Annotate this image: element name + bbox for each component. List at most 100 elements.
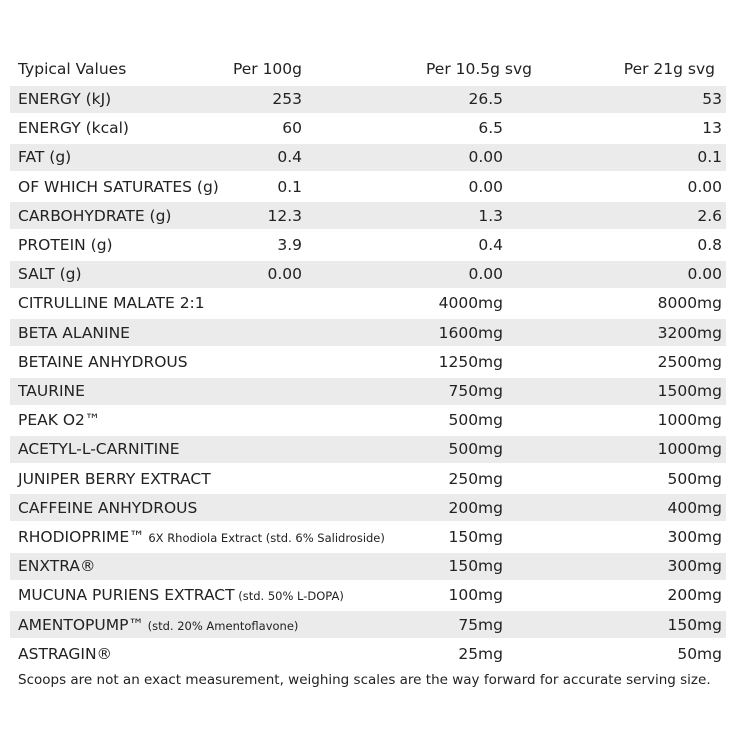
row-label: ENERGY (kcal) — [18, 118, 129, 138]
header-cell: Per 21g svg — [623, 60, 715, 78]
label-text: PEAK O2™ — [18, 411, 101, 430]
label-note: 6X Rhodiola Extract (std. 6% Salidroside… — [144, 531, 385, 545]
label-note: (std. 50% L-DOPA) — [234, 589, 344, 604]
per-100g: 253 — [272, 90, 302, 108]
per-serving: 500mg — [448, 411, 503, 430]
row-band — [10, 202, 726, 230]
row-band — [10, 377, 726, 405]
per-serving: 0.00 — [468, 265, 503, 284]
label-text: JUNIPER BERRY EXTRACT — [18, 469, 211, 488]
label-text: ACETYL-L-CARNITINE — [18, 440, 180, 459]
label-text: SALT (g) — [18, 265, 82, 284]
row-label: TAURINE — [18, 381, 85, 401]
per-double: 13 — [702, 119, 722, 138]
per-double: 8000mg — [657, 294, 722, 313]
per-100g: 60 — [282, 119, 302, 138]
label-text: MUCUNA PURIENS EXTRACT — [18, 586, 235, 605]
row-band — [10, 260, 726, 288]
per-serving: 25mg — [458, 644, 503, 663]
per-serving: 1250mg — [438, 352, 503, 371]
per-double: 1000mg — [657, 411, 722, 430]
per-double: 200mg — [667, 586, 722, 605]
label-text: CITRULLINE MALATE 2:1 — [18, 294, 205, 313]
per-100g: 0.00 — [267, 265, 302, 284]
row-band — [10, 143, 726, 171]
row-label: ASTRAGIN® — [18, 644, 112, 664]
row-label: CITRULLINE MALATE 2:1 — [18, 293, 205, 313]
label-text: RHODIOPRIME™ — [18, 528, 145, 546]
row-label: OF WHICH SATURATES (g) — [18, 177, 219, 197]
footnote: Scoops are not an exact measurement, wei… — [18, 672, 711, 688]
per-double: 3200mg — [657, 323, 722, 342]
per-100g: 0.4 — [277, 148, 302, 167]
per-double: 0.00 — [687, 265, 722, 284]
per-double: 1000mg — [657, 440, 722, 459]
per-double: 0.00 — [687, 177, 722, 196]
label-text: ASTRAGIN® — [18, 644, 113, 663]
label-text: BETA ALANINE — [18, 323, 130, 342]
row-label: PEAK O2™ — [18, 410, 100, 430]
per-serving: 750mg — [448, 382, 503, 400]
per-serving: 1600mg — [438, 323, 503, 342]
row-label: PROTEIN (g) — [18, 235, 113, 255]
label-text: PROTEIN (g) — [18, 236, 113, 254]
label-text: CAFFEINE ANHYDROUS — [18, 498, 198, 517]
label-text: CARBOHYDRATE (g) — [18, 206, 172, 225]
per-double: 500mg — [667, 469, 722, 488]
per-double: 0.1 — [697, 148, 722, 167]
per-serving: 1.3 — [478, 206, 503, 225]
label-note: (std. 20% Amentoflavone) — [143, 618, 299, 633]
per-100g: 3.9 — [277, 236, 302, 254]
row-band — [10, 319, 726, 347]
row-label: RHODIOPRIME™ 6X Rhodiola Extract (std. 6… — [18, 527, 385, 548]
per-serving: 4000mg — [438, 294, 503, 313]
row-label: MUCUNA PURIENS EXTRACT (std. 50% L-DOPA) — [18, 585, 344, 606]
header-cell: Per 10.5g svg — [426, 60, 532, 78]
label-text: TAURINE — [18, 382, 85, 400]
row-label: ENXTRA® — [18, 556, 95, 576]
per-double: 150mg — [667, 615, 722, 634]
per-serving: 0.00 — [468, 177, 503, 196]
row-band — [10, 611, 726, 639]
per-double: 2.6 — [697, 206, 722, 225]
row-label: AMENTOPUMP™ (std. 20% Amentoflavone) — [18, 615, 298, 636]
per-serving: 100mg — [448, 586, 503, 605]
row-label: CARBOHYDRATE (g) — [18, 206, 171, 226]
row-label: ACETYL-L-CARNITINE — [18, 439, 180, 459]
per-serving: 150mg — [448, 557, 503, 576]
per-double: 2500mg — [657, 352, 722, 371]
per-serving: 0.00 — [468, 148, 503, 167]
row-label: FAT (g) — [18, 147, 71, 167]
row-label: ENERGY (kJ) — [18, 89, 111, 109]
row-band — [10, 85, 726, 113]
row-band — [10, 552, 726, 580]
label-text: AMENTOPUMP™ — [18, 615, 144, 634]
label-text: FAT (g) — [18, 148, 72, 167]
row-label: BETA ALANINE — [18, 323, 130, 343]
row-band — [10, 435, 726, 463]
per-serving: 0.4 — [478, 236, 503, 254]
per-serving: 6.5 — [478, 119, 503, 138]
per-double: 50mg — [677, 644, 722, 663]
per-serving: 250mg — [448, 469, 503, 488]
row-band — [10, 494, 726, 522]
per-serving: 200mg — [448, 498, 503, 517]
per-double: 300mg — [667, 528, 722, 546]
row-label: BETAINE ANHYDROUS — [18, 352, 188, 372]
label-text: ENXTRA® — [18, 557, 96, 576]
header-cell: Typical Values — [18, 60, 127, 78]
row-label: JUNIPER BERRY EXTRACT — [18, 469, 211, 489]
label-text: BETAINE ANHYDROUS — [18, 352, 188, 371]
header-cell: Per 100g — [232, 60, 302, 78]
per-double: 300mg — [667, 557, 722, 576]
label-text: ENERGY (kcal) — [18, 119, 129, 138]
per-serving: 26.5 — [468, 90, 503, 108]
per-double: 53 — [702, 90, 722, 108]
per-serving: 500mg — [448, 440, 503, 459]
per-100g: 0.1 — [277, 177, 302, 196]
per-serving: 150mg — [448, 528, 503, 546]
per-double: 0.8 — [697, 236, 722, 254]
per-double: 400mg — [667, 498, 722, 517]
label-text: OF WHICH SATURATES (g) — [18, 177, 219, 196]
